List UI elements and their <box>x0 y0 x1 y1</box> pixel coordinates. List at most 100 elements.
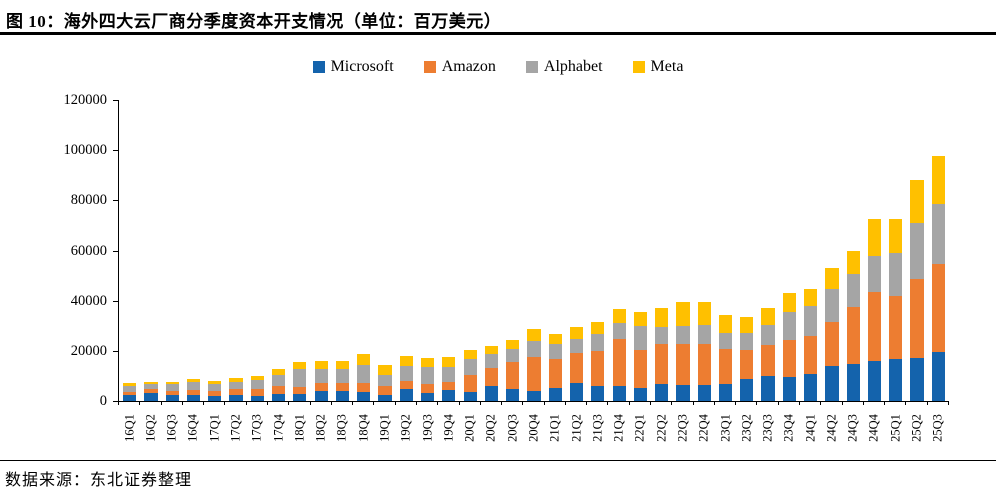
segment-microsoft <box>889 359 903 401</box>
segment-microsoft <box>378 394 392 401</box>
segment-alphabet <box>186 382 201 390</box>
x-axis-label: 24Q1 <box>803 414 818 442</box>
segment-microsoft <box>740 378 754 401</box>
segment-microsoft <box>357 391 371 401</box>
segment-microsoft <box>208 395 222 401</box>
segment-alphabet <box>569 338 584 353</box>
x-axis-label: 19Q2 <box>398 414 413 442</box>
segment-amazon <box>484 367 499 387</box>
legend-label: Meta <box>650 58 684 75</box>
bar-17Q1: 17Q1 <box>204 100 225 442</box>
x-axis-tick <box>843 401 864 405</box>
y-axis-tick <box>113 250 119 252</box>
x-axis-label: 23Q3 <box>760 414 775 442</box>
x-axis-label: 18Q2 <box>313 414 328 442</box>
segment-alphabet <box>740 332 754 350</box>
legend-item-alphabet: Alphabet <box>525 58 603 76</box>
x-axis-tick <box>481 401 503 405</box>
segment-microsoft <box>186 394 201 401</box>
segment-microsoft <box>676 385 690 401</box>
segment-alphabet <box>697 324 711 344</box>
segment-alphabet <box>378 374 392 387</box>
bar-23Q3: 23Q3 <box>757 100 778 442</box>
x-axis-tick <box>694 401 715 405</box>
segment-alphabet <box>506 348 520 363</box>
segment-microsoft <box>655 383 669 401</box>
segment-meta <box>825 267 839 289</box>
segment-microsoft <box>910 358 924 401</box>
segment-alphabet <box>293 368 307 387</box>
bar-16Q4: 16Q4 <box>183 100 204 442</box>
bar-18Q4: 18Q4 <box>353 100 374 442</box>
x-axis-tick <box>502 401 524 405</box>
x-axis-label: 25Q2 <box>909 414 924 442</box>
segment-amazon <box>335 382 350 392</box>
y-axis-label: 100000 <box>63 142 108 159</box>
segment-amazon <box>272 385 286 394</box>
segment-amazon <box>463 374 477 392</box>
segment-amazon <box>761 344 775 377</box>
chart-plot-area: 16Q1 16Q2 16Q3 16Q4 17Q1 17Q2 17Q3 17Q4 18Q1 18Q2… <box>64 93 949 442</box>
segment-alphabet <box>144 384 158 390</box>
segment-alphabet <box>357 364 371 383</box>
legend-swatch-microsoft <box>312 61 325 73</box>
segment-amazon <box>399 381 413 389</box>
x-axis-label: 23Q2 <box>739 414 754 442</box>
segment-meta <box>208 381 222 385</box>
x-axis-tick <box>608 401 630 405</box>
segment-microsoft <box>761 376 775 401</box>
bar-22Q4: 22Q4 <box>694 100 715 442</box>
y-axis-tick <box>113 401 119 402</box>
bar-23Q1: 23Q1 <box>715 100 736 442</box>
x-axis-tick <box>885 401 907 405</box>
segment-microsoft <box>569 382 584 401</box>
bar-19Q3: 19Q3 <box>417 100 438 442</box>
segment-amazon <box>825 322 839 367</box>
x-axis-label: 22Q4 <box>696 414 711 442</box>
segment-alphabet <box>208 384 222 391</box>
x-axis-label: 17Q1 <box>207 414 222 442</box>
legend-label: Alphabet <box>543 58 603 75</box>
x-axis-tick <box>821 401 843 405</box>
bar-25Q3: 25Q3 <box>928 100 949 442</box>
x-axis-tick <box>757 401 779 405</box>
x-axis-label: 21Q3 <box>590 414 605 442</box>
x-axis-label: 25Q3 <box>930 414 945 442</box>
segment-meta <box>867 218 882 256</box>
segment-microsoft <box>250 395 264 401</box>
segment-amazon <box>697 343 711 386</box>
segment-amazon <box>889 296 903 359</box>
segment-meta <box>931 155 945 205</box>
segment-meta <box>740 316 754 333</box>
bars-container: 16Q1 16Q2 16Q3 16Q4 17Q1 17Q2 17Q3 17Q4 18Q1 18Q2… <box>119 100 949 442</box>
x-axis-tick <box>289 401 311 405</box>
footer-rule <box>0 460 996 461</box>
x-axis-tick <box>630 401 652 405</box>
segment-alphabet <box>825 288 839 323</box>
segment-meta <box>527 329 541 342</box>
x-axis-tick <box>906 401 928 405</box>
x-axis-label: 22Q2 <box>654 414 669 442</box>
segment-amazon <box>442 382 456 390</box>
segment-meta <box>761 307 775 325</box>
segment-meta <box>676 302 690 326</box>
x-axis-label: 21Q4 <box>611 414 626 442</box>
x-axis-label: 18Q4 <box>356 414 371 442</box>
segment-microsoft <box>527 390 541 401</box>
x-axis-tick <box>928 401 949 405</box>
segment-microsoft <box>399 388 413 401</box>
segment-amazon <box>718 348 733 385</box>
segment-microsoft <box>442 389 456 401</box>
segment-amazon <box>591 350 605 387</box>
x-axis-label: 24Q4 <box>866 414 881 442</box>
x-axis-label: 25Q1 <box>888 414 903 442</box>
bar-23Q2: 23Q2 <box>736 100 757 442</box>
segment-microsoft <box>314 391 328 401</box>
x-axis-label: 23Q1 <box>718 414 733 442</box>
y-axis-label: 120000 <box>63 92 108 108</box>
bar-20Q2: 20Q2 <box>481 100 502 442</box>
segment-alphabet <box>527 341 541 357</box>
segment-amazon <box>314 383 328 392</box>
segment-microsoft <box>463 391 477 401</box>
x-axis-tick <box>268 401 290 405</box>
